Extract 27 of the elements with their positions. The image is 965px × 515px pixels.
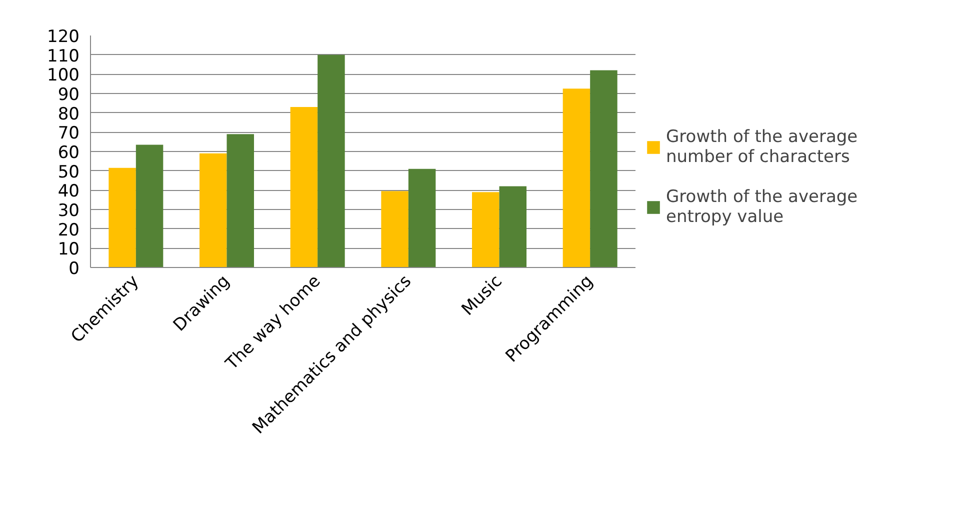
y-tick-label: 30 [58, 201, 80, 221]
bar [226, 134, 254, 268]
bar [590, 70, 618, 268]
y-tick-label: 60 [58, 143, 80, 163]
y-tick-label: 10 [58, 240, 80, 260]
y-tick-label: 70 [58, 124, 80, 144]
y-tick-label: 90 [58, 85, 80, 105]
y-tick-label: 110 [47, 46, 80, 66]
bar [290, 107, 318, 268]
y-tick-label: 20 [58, 220, 80, 240]
legend-label: Growth of the average entropy value [666, 187, 858, 227]
bar [318, 54, 345, 268]
bar [108, 168, 136, 268]
y-tick-label: 100 [47, 66, 80, 86]
bar [381, 191, 408, 268]
y-tick-label: 0 [68, 259, 80, 279]
bar [562, 88, 590, 268]
bar [499, 186, 526, 268]
bar [408, 168, 436, 268]
y-tick-label: 40 [58, 182, 80, 202]
legend-label: Growth of the average number of characters [666, 127, 858, 167]
y-tick-label: 50 [58, 162, 80, 182]
bar [472, 192, 500, 268]
y-tick-label: 120 [47, 27, 80, 47]
bar [200, 153, 227, 268]
y-tick-label: 80 [58, 104, 80, 124]
bar [136, 144, 164, 268]
